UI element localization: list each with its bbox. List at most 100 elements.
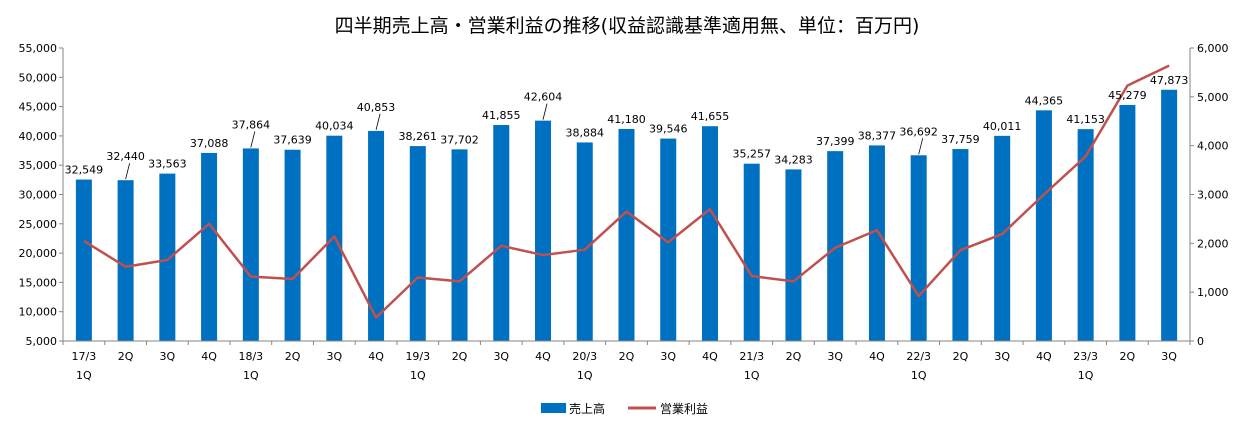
- x-tick-label: 3Q: [827, 350, 843, 363]
- data-label-leader-line: [250, 131, 256, 148]
- x-tick-label: 2Q: [452, 350, 468, 363]
- y-left-tick-label: 5,000: [26, 335, 58, 348]
- sales-bar: [1119, 104, 1136, 341]
- x-tick-label: 3Q: [326, 350, 342, 363]
- x-tick-label: 3Q: [493, 350, 509, 363]
- sales-data-label: 39,546: [649, 123, 688, 136]
- y-left-tick-label: 25,000: [19, 218, 58, 231]
- data-label-leader-line: [918, 138, 924, 155]
- x-tick-label: 4Q: [702, 350, 718, 363]
- y-right-tick-label: 0: [1197, 335, 1204, 348]
- sales-data-label: 37,702: [440, 133, 479, 146]
- x-tick-label: 4Q: [368, 350, 384, 363]
- x-tick-label: 3Q: [994, 350, 1010, 363]
- x-tick-label: 22/3: [906, 350, 931, 363]
- profit-line: [83, 64, 1170, 319]
- axes: 5,000 10,000 15,000 20,000 25,000 30,000 35,00…: [19, 42, 1229, 382]
- x-tick-label: 17/3: [72, 350, 97, 363]
- sales-data-label: 42,604: [524, 91, 563, 104]
- sales-data-labels: 32,54932,44033,56337,08837,86437,63940,0…: [65, 74, 1189, 180]
- sales-bar: [660, 138, 677, 341]
- sales-data-label: 41,180: [607, 113, 646, 126]
- sales-bar: [910, 155, 927, 341]
- sales-data-label: 47,873: [1150, 74, 1189, 87]
- sales-bar: [535, 120, 552, 341]
- sales-data-label: 38,884: [566, 126, 605, 139]
- sales-bar: [785, 169, 802, 341]
- x-tick-label: 18/3: [238, 350, 263, 363]
- sales-bar: [1035, 110, 1052, 341]
- x-tick-label: 2Q: [1120, 350, 1136, 363]
- legend-sales-label: 売上高: [569, 401, 605, 416]
- sales-bar: [1077, 129, 1094, 341]
- y-right-tick-label: 4,000: [1197, 140, 1229, 153]
- sales-data-label: 34,283: [774, 153, 813, 166]
- sales-data-label: 37,399: [816, 135, 855, 148]
- sales-bar: [117, 180, 134, 341]
- x-tick-label: 2Q: [619, 350, 635, 363]
- x-tick-label-year: 1Q: [76, 369, 92, 382]
- sales-data-label: 36,692: [899, 125, 938, 138]
- sales-data-label: 32,440: [106, 150, 145, 163]
- sales-data-label: 41,655: [691, 110, 730, 123]
- x-tick-label: 23/3: [1073, 350, 1098, 363]
- y-right-tick-label: 2,000: [1197, 237, 1229, 250]
- y-right-tick-label: 5,000: [1197, 91, 1229, 104]
- x-tick-label: 4Q: [535, 350, 551, 363]
- sales-data-label: 37,639: [273, 134, 312, 147]
- y-left-tick-label: 20,000: [19, 247, 58, 260]
- y-left-tick-label: 50,000: [19, 71, 58, 84]
- sales-bar: [201, 152, 218, 341]
- x-tick-label-year: 1Q: [911, 369, 927, 382]
- sales-bar: [409, 146, 426, 341]
- y-right-tick-label: 3,000: [1197, 189, 1229, 202]
- sales-bar: [743, 163, 760, 341]
- sales-bar: [1161, 89, 1178, 341]
- x-tick-label: 3Q: [160, 350, 176, 363]
- legend-profit-label: 営業利益: [660, 402, 708, 416]
- sales-data-label: 38,261: [399, 130, 438, 143]
- sales-data-label: 41,153: [1066, 113, 1105, 126]
- sales-bar: [159, 173, 176, 341]
- sales-bar: [451, 149, 468, 341]
- legend: 売上高 営業利益: [541, 401, 708, 416]
- sales-data-label: 33,563: [148, 158, 187, 171]
- x-tick-label: 20/3: [572, 350, 597, 363]
- sales-bar: [576, 142, 593, 341]
- sales-data-label: 38,377: [858, 129, 897, 142]
- y-left-tick-label: 30,000: [19, 189, 58, 202]
- sales-bar: [994, 135, 1011, 341]
- sales-data-label: 37,088: [190, 137, 229, 150]
- sales-data-label: 37,864: [232, 118, 271, 131]
- y-left-tick-label: 10,000: [19, 306, 58, 319]
- y-left-tick-label: 40,000: [19, 130, 58, 143]
- legend-sales-swatch: [541, 403, 566, 413]
- x-tick-label-year: 1Q: [744, 369, 760, 382]
- x-tick-label: 2Q: [786, 350, 802, 363]
- data-label-leader-line: [125, 163, 130, 180]
- y-left-tick-label: 55,000: [19, 42, 58, 55]
- data-label-leader-line: [375, 113, 381, 130]
- sales-data-label: 32,549: [65, 164, 104, 177]
- sales-bars: [75, 89, 1178, 342]
- sales-data-label: 40,853: [357, 101, 396, 114]
- x-tick-label-year: 1Q: [577, 369, 593, 382]
- x-tick-label: 19/3: [405, 350, 430, 363]
- sales-bar: [368, 130, 385, 341]
- y-right-tick-label: 6,000: [1197, 42, 1229, 55]
- sales-data-label: 44,365: [1025, 94, 1064, 107]
- x-tick-label: 4Q: [1036, 350, 1052, 363]
- x-tick-label: 3Q: [660, 350, 676, 363]
- sales-bar: [827, 151, 844, 341]
- sales-bar: [75, 179, 92, 341]
- sales-bar: [493, 125, 510, 342]
- x-tick-label: 2Q: [118, 350, 134, 363]
- sales-bar: [242, 148, 259, 341]
- sales-data-label: 40,034: [315, 120, 354, 133]
- sales-bar: [952, 149, 969, 341]
- sales-data-label: 41,855: [482, 109, 521, 122]
- sales-bar: [701, 126, 718, 342]
- x-tick-label: 2Q: [285, 350, 301, 363]
- x-tick-label: 4Q: [869, 350, 885, 363]
